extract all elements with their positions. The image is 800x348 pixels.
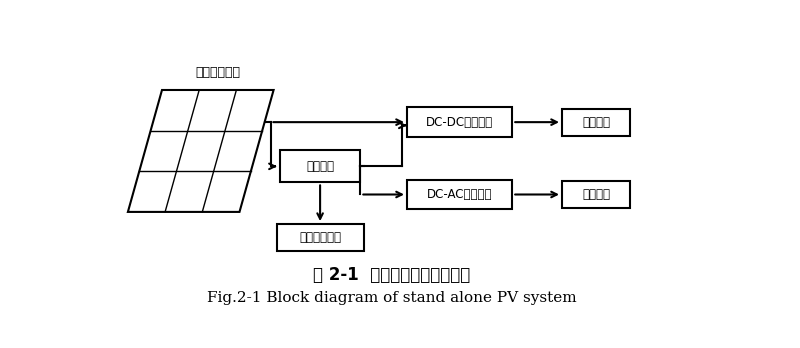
Text: Fig.2-1 Block diagram of stand alone PV system: Fig.2-1 Block diagram of stand alone PV … [206, 292, 576, 306]
Text: DC-DC转换电路: DC-DC转换电路 [426, 116, 493, 129]
Bar [407, 108, 512, 137]
Text: 交流负载: 交流负载 [582, 188, 610, 201]
Text: 蓄电池组: 蓄电池组 [306, 160, 334, 173]
Text: DC-AC逆变电路: DC-AC逆变电路 [427, 188, 492, 201]
Bar [562, 109, 630, 135]
Text: 充电控制电路: 充电控制电路 [299, 231, 341, 244]
Bar [407, 180, 512, 209]
Text: 直流负载: 直流负载 [582, 116, 610, 129]
Bar [562, 181, 630, 208]
Text: 光伏电池阵列: 光伏电池阵列 [195, 66, 240, 79]
Text: 图 2-1  独立发电系统结构框图: 图 2-1 独立发电系统结构框图 [313, 266, 470, 284]
Bar [280, 150, 360, 182]
Bar [277, 224, 363, 251]
